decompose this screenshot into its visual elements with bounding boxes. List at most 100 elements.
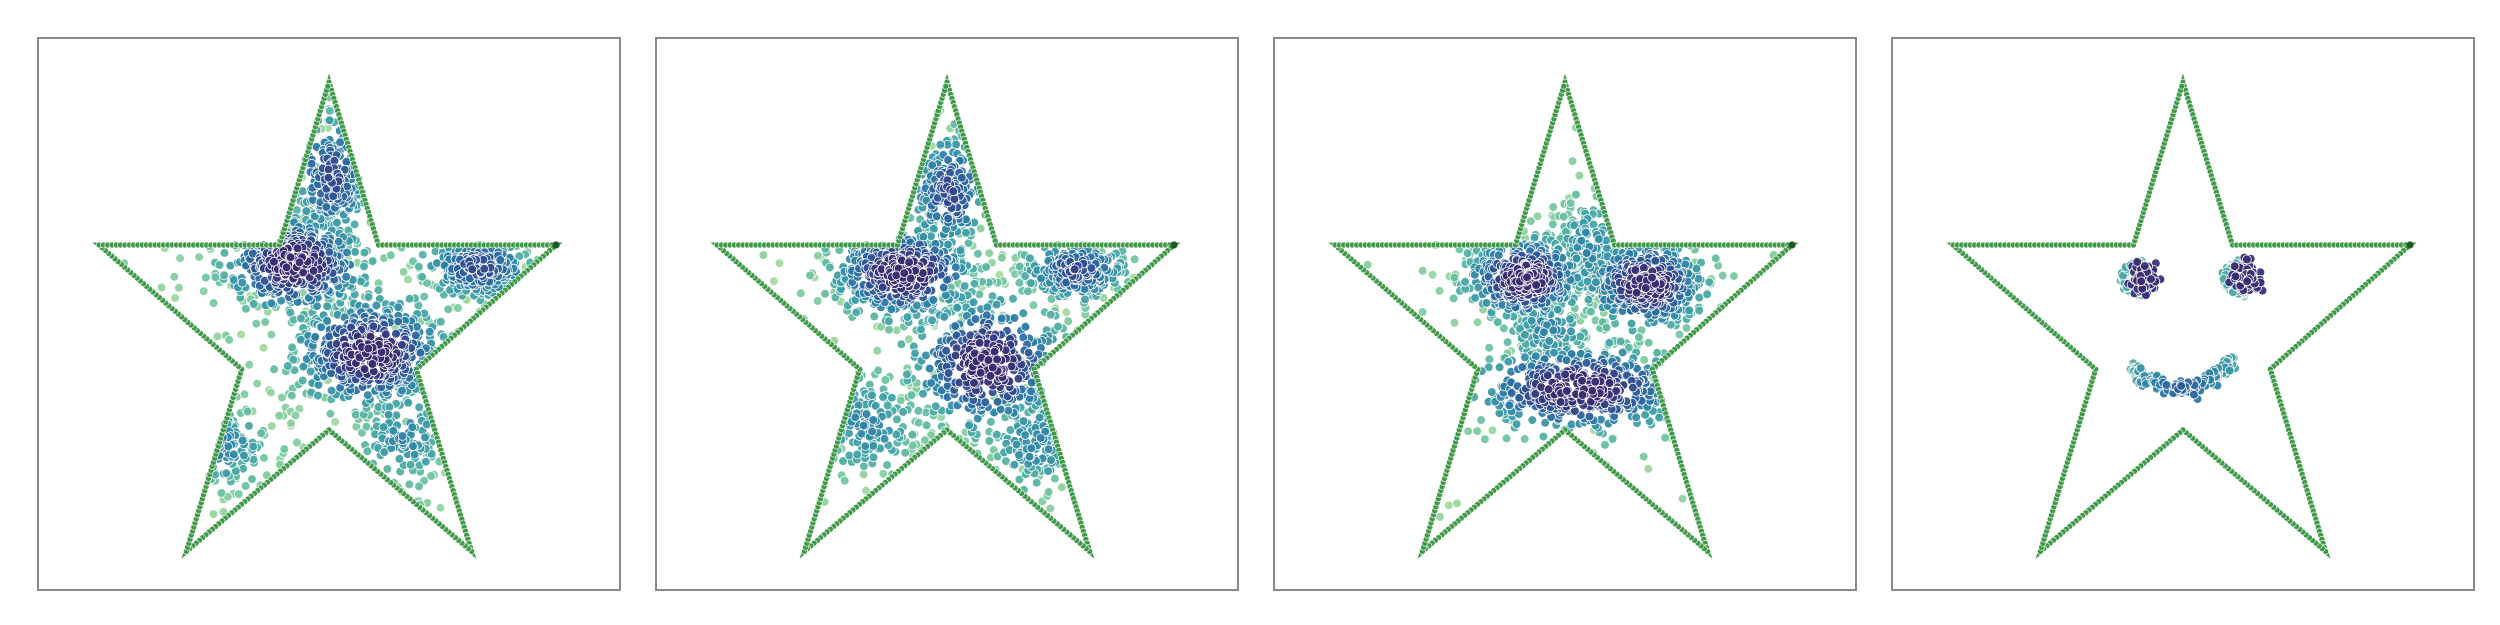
- scatter-point: [1487, 387, 1497, 397]
- scatter-point: [258, 342, 269, 353]
- scatter-point: [274, 410, 284, 421]
- scatter-point: [1638, 451, 1649, 462]
- scatter-point: [921, 420, 932, 431]
- scatter-point: [417, 249, 428, 260]
- scatter-point: [221, 468, 232, 479]
- scatter-point: [1694, 305, 1704, 316]
- star-outline-point: [324, 82, 332, 90]
- scatter-point: [839, 475, 850, 486]
- scatter-point: [1575, 331, 1586, 342]
- scatter-point: [269, 364, 279, 375]
- scatter-point: [415, 347, 426, 358]
- scatter-point: [1634, 332, 1644, 343]
- scatter-point: [868, 441, 878, 451]
- scatter-point: [282, 361, 293, 371]
- scatter-point: [981, 262, 991, 272]
- scatter-point: [1586, 306, 1596, 317]
- scatter-point: [394, 454, 405, 464]
- scatter-point: [1548, 219, 1558, 230]
- scatter-point: [424, 326, 435, 337]
- scatter-point: [1526, 315, 1537, 326]
- scatter-point: [824, 262, 835, 273]
- scatter-point: [1702, 289, 1712, 300]
- scatter-point: [1548, 202, 1559, 212]
- scatter-point: [1567, 156, 1578, 167]
- scatter-point: [414, 481, 424, 492]
- scatter-point: [1520, 352, 1530, 363]
- scatter-point: [367, 359, 378, 369]
- scatter-point: [1417, 265, 1428, 276]
- scatter-point: [324, 106, 335, 116]
- scatter-point: [886, 304, 897, 315]
- scatter-point: [1643, 337, 1654, 348]
- scatter-point: [1020, 430, 1030, 440]
- scatter-point: [891, 270, 902, 281]
- scatter-point: [921, 350, 931, 361]
- scatter-point: [1449, 317, 1460, 328]
- scatter-point: [1036, 433, 1046, 443]
- scatter-point: [964, 420, 974, 431]
- scatter-point: [1677, 493, 1688, 504]
- scatter-point: [332, 217, 342, 228]
- scatter-point: [1043, 466, 1053, 476]
- scatter-point: [266, 421, 277, 431]
- scatter-point: [1574, 170, 1585, 181]
- scatter-point: [403, 397, 414, 408]
- scatter-point: [305, 366, 316, 377]
- scatter-point: [287, 342, 297, 353]
- scatter-point: [405, 459, 416, 470]
- scatter-point: [362, 390, 373, 400]
- scatter-point: [208, 298, 219, 308]
- scatter-point: [873, 365, 883, 376]
- scatter-point: [175, 253, 185, 264]
- scatter-point: [236, 329, 246, 340]
- scatter-point: [259, 453, 269, 463]
- scatter-point: [1024, 451, 1035, 462]
- scatter-point: [403, 274, 413, 285]
- scatter-point: [316, 322, 327, 333]
- scatter-point: [156, 282, 167, 293]
- scatter-point: [410, 330, 421, 341]
- scatter-point: [1538, 431, 1549, 442]
- scatter-point: [174, 282, 184, 293]
- scatter-point: [940, 290, 951, 301]
- scatter-point: [758, 250, 769, 260]
- scatter-point: [321, 202, 332, 212]
- scatter-point: [982, 302, 993, 313]
- scatter-point: [350, 247, 360, 257]
- scatter-point: [997, 252, 1007, 263]
- scatter-point: [902, 312, 913, 322]
- scatter-point: [1009, 313, 1020, 323]
- scatter-point: [904, 257, 914, 268]
- scatter-point: [1566, 419, 1577, 430]
- scatter-point: [233, 489, 244, 499]
- scatter-point: [887, 392, 897, 403]
- scatter-point: [277, 392, 287, 403]
- scatter-point: [930, 401, 941, 412]
- scatter-point: [974, 338, 985, 348]
- scatter-point: [860, 441, 871, 451]
- scatter-point: [1601, 322, 1612, 333]
- scatter-point: [1057, 482, 1067, 493]
- scatter-point: [907, 429, 918, 440]
- scatter-point: [882, 460, 892, 470]
- scatter-point: [858, 469, 869, 480]
- scatter-point: [1013, 373, 1024, 384]
- scatter-point: [208, 509, 219, 519]
- scatter-point: [898, 407, 908, 417]
- scatter-point: [1503, 356, 1514, 367]
- scatter-point: [812, 296, 823, 306]
- scatter-point: [805, 270, 815, 281]
- scatter-point: [256, 428, 266, 439]
- scatter-point: [884, 316, 894, 327]
- scatter-point: [851, 307, 861, 318]
- scatter-point: [1710, 253, 1721, 264]
- scatter-point: [878, 468, 888, 479]
- scatter-point: [1014, 450, 1024, 460]
- scatter-point: [237, 277, 248, 288]
- scatter-point: [453, 303, 463, 313]
- scatter-point: [850, 412, 861, 423]
- scatter-point: [495, 255, 506, 265]
- scatter-point: [1684, 305, 1694, 316]
